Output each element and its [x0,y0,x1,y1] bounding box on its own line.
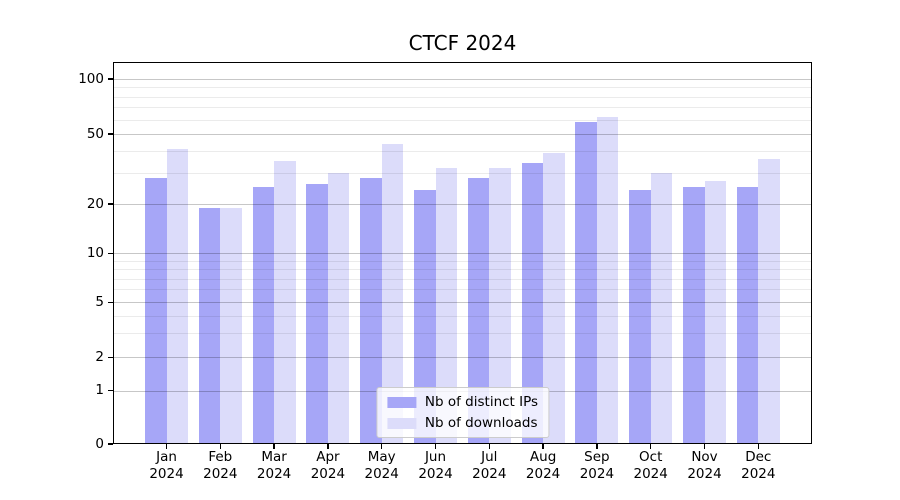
x-tick-label-feb: Feb 2024 [188,449,252,483]
y-tick-label-50: 50 [86,125,104,142]
y-tick-label-100: 100 [78,70,104,87]
bar-downloads-jul [489,168,511,444]
x-tick-label-line: Jun [424,449,447,465]
x-tick-label-line: Feb [208,449,233,465]
x-tick-label-jun: Jun 2024 [404,449,468,483]
x-tick-mark-10 [649,444,652,449]
x-tick-label-line: Mar [261,449,287,465]
x-tick-mark-6 [434,444,437,449]
bar-downloads-dec [758,159,780,444]
x-tick-label-line: 2024 [472,466,507,482]
y-tick-label-2: 2 [95,348,104,365]
bar-distinct-ips-may [360,178,382,444]
legend-item-distinct-ips: Nb of distinct IPs [386,394,539,410]
bar-downloads-oct [650,173,673,444]
y-tick-label-0: 0 [95,435,104,452]
bar-distinct-ips-mar [252,186,275,444]
x-tick-label-jul: Jul 2024 [457,449,521,483]
x-tick-label-dec: Dec 2024 [726,449,790,483]
legend: Nb of distinct IPs Nb of downloads [375,387,550,438]
x-tick-label-line: 2024 [203,466,238,482]
y-tick-label-1: 1 [95,382,104,399]
legend-label-downloads: Nb of downloads [424,415,538,431]
y-tick-mark-1 [108,389,113,392]
x-tick-label-line: 2024 [579,466,615,482]
bar-downloads-jun [435,168,457,444]
x-tick-label-line: Nov [691,449,718,465]
x-tick-mark-4 [327,444,329,449]
y-tick-mark-100 [108,78,113,80]
plot-area: Nb of distinct IPs Nb of downloads [113,62,812,444]
x-tick-label-aug: Aug 2024 [511,449,575,483]
x-tick-label-line: Jan [156,449,177,465]
bar-distinct-ips-jan [145,178,167,444]
bar-distinct-ips-dec [736,186,759,444]
bar-distinct-ips-feb [198,207,221,444]
y-tick-label-20: 20 [86,195,104,212]
x-tick-label-line: 2024 [525,466,561,482]
x-tick-label-sep: Sep 2024 [565,449,629,483]
chart-title: CTCF 2024 [408,31,517,55]
bars-layer [113,62,812,444]
x-tick-label-line: 2024 [256,466,292,482]
bar-downloads-jan [166,149,188,444]
x-tick-mark-1 [165,444,168,449]
x-tick-label-line: May [367,449,396,465]
bar-downloads-sep [596,116,619,444]
x-tick-label-line: 2024 [418,466,453,482]
x-tick-mark-5 [380,444,383,449]
x-tick-label-line: Oct [639,449,663,465]
x-tick-mark-8 [542,444,544,449]
y-tick-mark-10 [108,252,113,255]
x-tick-label-line: 2024 [364,466,399,482]
x-tick-mark-2 [219,444,222,449]
y-tick-mark-5 [108,301,113,304]
bar-downloads-nov [704,181,726,444]
y-tick-mark-0 [108,443,113,445]
bar-downloads-aug [543,152,565,444]
x-tick-mark-7 [488,444,491,449]
y-tick-label-5: 5 [95,293,104,310]
legend-swatch-downloads [386,417,416,429]
x-tick-mark-9 [596,444,598,449]
x-tick-label-line: 2024 [687,466,722,482]
bar-distinct-ips-sep [575,122,597,444]
y-tick-mark-20 [108,203,113,205]
x-tick-label-oct: Oct 2024 [619,449,683,483]
bar-distinct-ips-aug [521,163,544,444]
x-tick-label-line: 2024 [633,466,668,482]
legend-item-downloads: Nb of downloads [386,415,538,431]
x-tick-mark-12 [757,444,760,449]
bar-distinct-ips-apr [306,183,328,444]
bar-downloads-mar [274,161,296,444]
x-tick-label-line: 2024 [310,466,346,482]
bar-distinct-ips-nov [683,186,705,444]
x-tick-label-line: Apr [316,449,340,465]
x-tick-label-line: 2024 [741,466,776,482]
y-tick-mark-2 [108,356,113,359]
legend-label-distinct-ips: Nb of distinct IPs [424,394,539,410]
x-tick-label-line: Sep [584,449,610,465]
x-tick-label-may: May 2024 [350,449,414,483]
bar-downloads-feb [220,207,242,444]
x-tick-label-mar: Mar 2024 [242,449,306,483]
y-tick-label-10: 10 [86,244,104,261]
bar-distinct-ips-jul [467,178,490,444]
x-tick-label-line: Dec [745,449,772,465]
bar-distinct-ips-jun [414,190,436,444]
bar-downloads-may [381,143,404,444]
y-tick-mark-50 [108,133,113,135]
x-tick-label-jan: Jan 2024 [135,449,199,483]
x-tick-label-line: Aug [529,449,557,465]
x-tick-label-nov: Nov 2024 [673,449,737,483]
x-tick-mark-3 [273,444,275,449]
legend-swatch-distinct-ips [386,396,416,408]
bar-distinct-ips-oct [629,190,651,444]
x-tick-label-line: Jul [481,449,498,465]
x-tick-label-line: 2024 [149,466,184,482]
bar-downloads-apr [327,173,350,444]
x-tick-mark-11 [703,444,706,449]
x-tick-label-apr: Apr 2024 [296,449,360,483]
